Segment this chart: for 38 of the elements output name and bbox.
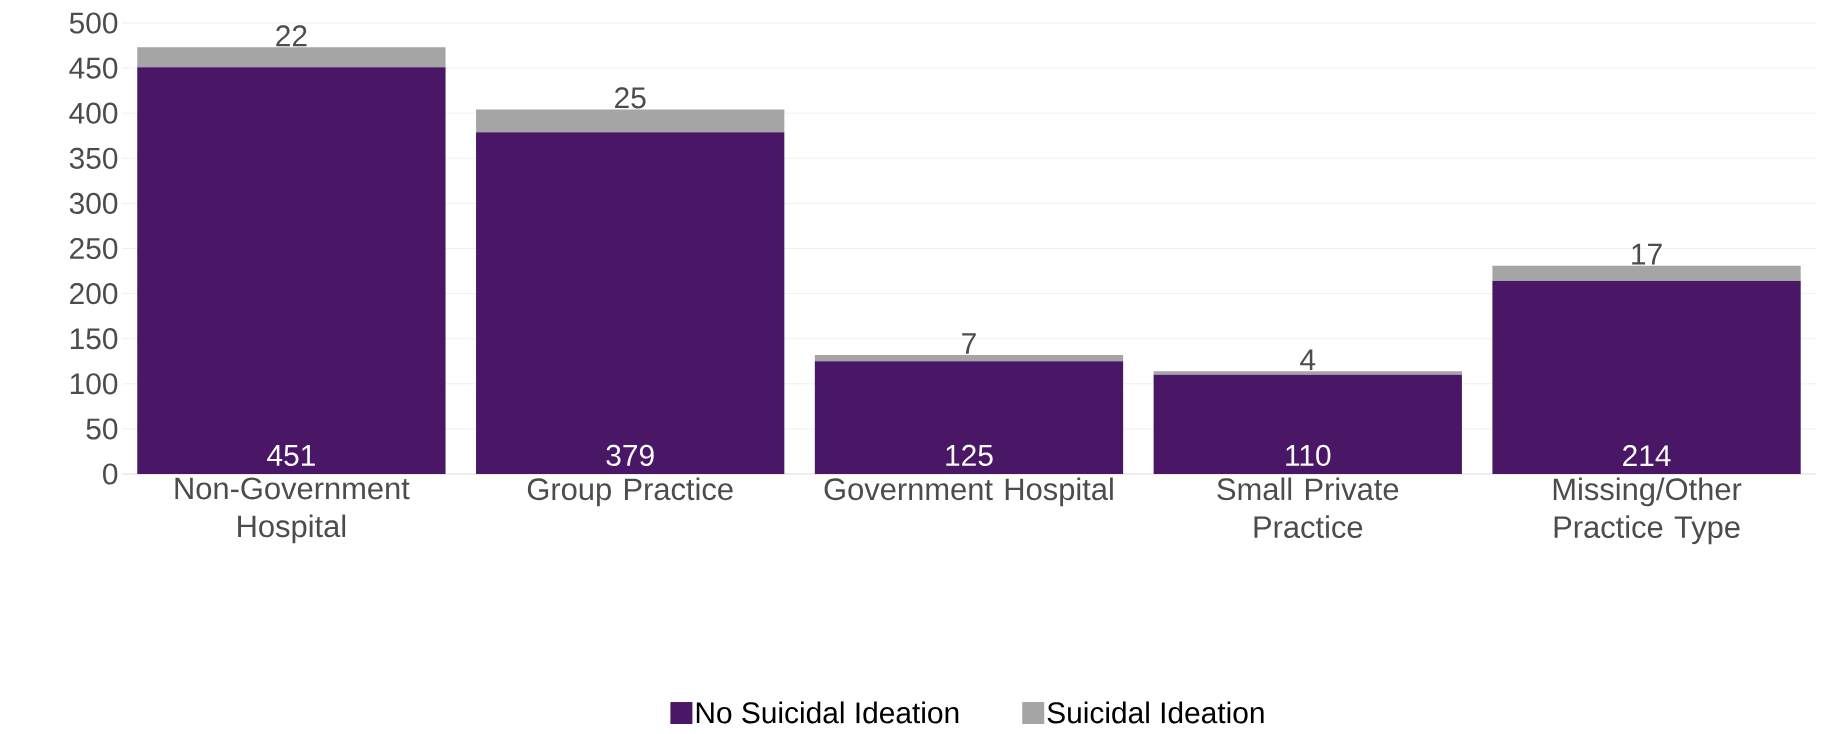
x-tick-label: Non-Government Hospital [175,477,410,544]
data-label: 17 [1632,243,1662,265]
bar [137,47,446,68]
data-label: 451 [267,445,315,466]
legend-label: No Suicidal Ideation [696,701,959,724]
bar [476,132,785,474]
y-tick-label: 50 [86,418,118,440]
legend-label: Suicidal Ideation [1047,701,1264,724]
data-label: 125 [946,444,993,466]
data-label: 7 [962,333,976,354]
y-tick-label: 450 [69,57,118,79]
y-tick-label: 100 [70,373,118,395]
bar [814,354,1124,362]
data-label: 214 [1623,445,1671,466]
y-tick-label: 250 [70,237,118,260]
data-label: 4 [1300,349,1316,370]
y-tick-label: 300 [69,192,118,214]
data-label: 22 [276,25,307,47]
bar [1153,371,1462,375]
y-tick-label: 350 [69,147,118,169]
x-tick-label: Missing/Other Practice Type [1553,477,1742,545]
x-tick-label: Group Practice [527,477,733,507]
bar [1492,265,1801,281]
y-tick-label: 400 [69,102,118,124]
data-label: 25 [615,87,646,109]
x-tick-label: Government Hospital [824,477,1113,507]
x-tick-label: Small Private Practice [1217,477,1399,539]
y-tick-label: 150 [70,328,118,350]
y-tick-label: 500 [69,12,118,34]
bar [814,361,1124,474]
y-tick-label: 200 [70,283,118,305]
bar [137,67,446,474]
bar [1492,280,1801,474]
bar [476,109,785,133]
y-tick-label: 0 [103,463,118,485]
data-label: 379 [606,444,654,466]
bar [1153,374,1462,474]
data-label: 110 [1286,444,1331,466]
